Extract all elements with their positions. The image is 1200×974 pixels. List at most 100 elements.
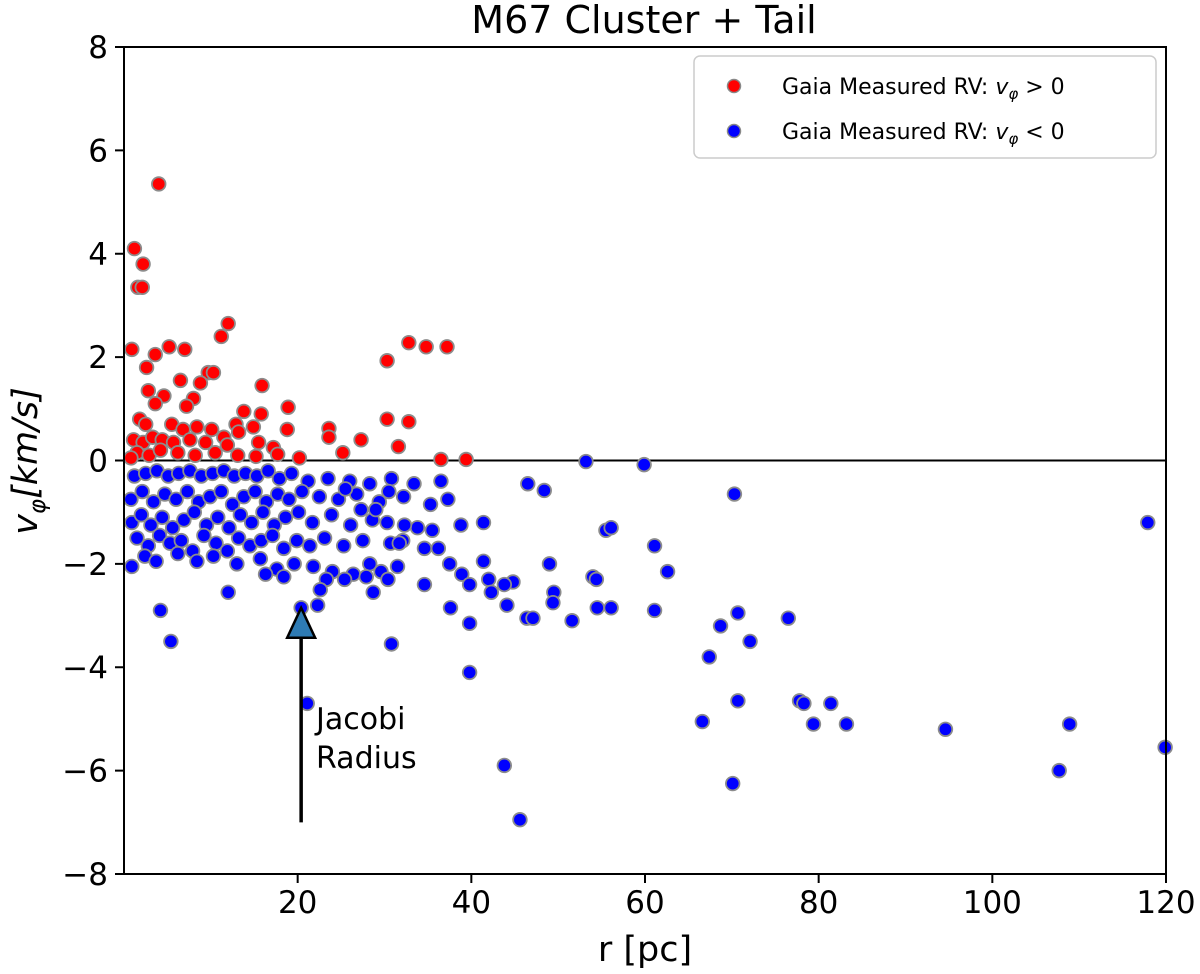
point-positive-19 [192,375,209,391]
legend-label-positive-var: v [995,75,1009,100]
point-negative-44 [496,757,513,774]
point-negative-6 [475,514,492,531]
y-tick-label-4: 0 [88,444,108,480]
point-positive-62 [230,447,246,464]
point-negative-50 [163,633,179,650]
point-negative-151 [205,548,222,564]
point-negative-150 [189,553,205,569]
x-tick-label-60: 60 [625,885,664,921]
point-negative-9 [603,519,619,536]
point-negative-24 [564,613,580,629]
point-negative-4 [520,476,536,492]
jacobi-radius-annotation: Jacobi Radius [285,604,417,823]
y-axis-label-unit: [km/s] [6,387,46,499]
point-negative-14 [588,571,605,588]
point-negative-30 [742,633,758,650]
point-positive-54 [353,432,369,448]
point-positive-9 [439,339,455,355]
legend-label-negative-suffix: < 0 [1018,120,1064,145]
legend-label-positive-suffix: > 0 [1018,75,1064,100]
y-tick-label-8: −8 [62,857,108,893]
point-negative-129 [196,527,212,544]
point-positive-40 [245,419,262,435]
point-positive-0 [151,176,167,192]
annotation-line2: Radius [316,741,417,776]
legend-label-negative: Gaia Measured RV: vφ < 0 [782,120,1065,148]
point-negative-28 [712,618,729,634]
point-negative-27 [646,602,663,619]
legend-label-negative-sub: φ [1008,130,1018,148]
point-positive-12 [147,346,163,363]
point-negative-103 [154,509,170,526]
point-negative-161 [389,558,406,575]
point-negative-76 [433,473,449,489]
point-positive-5 [220,315,236,332]
point-negative-105 [176,512,192,528]
point-negative-115 [290,504,307,520]
point-positive-26 [147,395,163,412]
point-negative-7 [453,517,469,533]
point-negative-11 [659,563,676,580]
legend-label-negative-var: v [995,120,1009,145]
point-positive-33 [138,416,154,433]
point-negative-137 [289,532,305,549]
point-negative-174 [442,600,459,616]
point-negative-29 [730,605,746,621]
point-negative-3 [1140,514,1156,531]
point-negative-41 [1061,716,1078,732]
point-positive-41 [279,421,295,438]
point-negative-79 [145,494,162,510]
point-negative-67 [260,463,276,479]
point-negative-123 [129,530,145,546]
point-positive-24 [178,398,195,414]
point-negative-155 [286,556,302,572]
point-negative-122 [424,522,440,538]
point-negative-94 [330,491,347,507]
point-negative-177 [337,481,354,497]
point-negative-181 [396,517,413,533]
point-negative-74 [383,470,400,487]
point-positive-30 [401,414,417,430]
point-positive-16 [254,377,270,394]
point-positive-25 [236,403,252,420]
point-negative-82 [179,483,196,500]
point-positive-63 [248,448,264,465]
point-positive-15 [138,359,155,376]
point-negative-149 [170,545,186,562]
point-negative-31 [701,649,717,665]
point-negative-1 [636,456,652,473]
point-negative-21 [499,597,515,613]
point-negative-169 [312,582,328,598]
point-negative-97 [395,488,412,505]
point-negative-91 [281,491,297,507]
point-positive-27 [280,399,296,415]
point-negative-144 [416,540,433,557]
point-negative-173 [461,576,478,593]
point-positive-58 [152,442,169,458]
annotation-line1: Jacobi [314,702,405,737]
point-negative-106 [186,504,203,520]
y-axis-label-var: v [6,513,46,535]
point-positive-37 [204,421,220,438]
point-negative-104 [164,519,181,536]
point-positive-36 [189,419,205,435]
point-negative-20 [475,553,492,569]
point-negative-81 [168,491,184,507]
point-positive-7 [401,334,417,351]
point-negative-85 [213,483,229,500]
legend-label-positive-prefix: Gaia Measured RV: [782,75,995,100]
point-negative-140 [335,538,352,554]
point-negative-36 [730,693,746,709]
point-negative-148 [148,553,164,569]
point-negative-180 [381,483,397,500]
point-negative-39 [838,716,855,732]
point-negative-37 [694,713,711,730]
point-negative-109 [221,519,237,536]
data-points [123,176,1173,828]
point-positive-14 [379,353,395,369]
x-tick-label-20: 20 [278,885,317,921]
point-negative-111 [243,514,260,531]
point-negative-92 [294,483,310,500]
point-negative-179 [368,501,384,518]
point-negative-131 [219,543,236,559]
